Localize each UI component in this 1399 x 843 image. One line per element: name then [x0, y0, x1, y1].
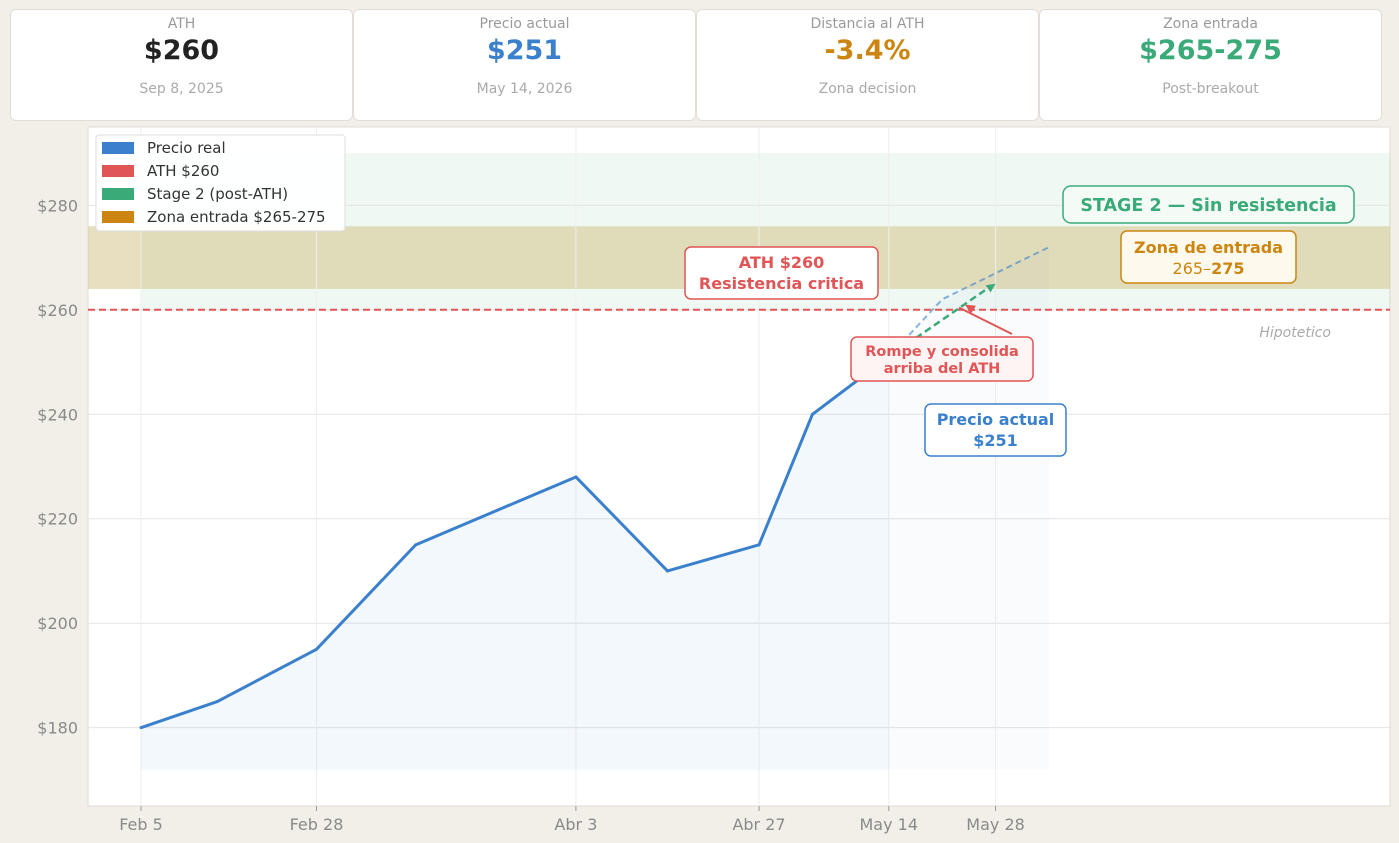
y-tick-label: $200	[37, 614, 78, 633]
entry-zone-sub: Post-breakout	[1162, 81, 1259, 97]
current-price-card: Precio actual $251 May 14, 2026	[353, 9, 696, 121]
current-price-label: Precio actual	[479, 16, 570, 32]
ath-annotation-text: Resistencia critica	[699, 274, 864, 293]
legend-swatch	[102, 165, 134, 177]
ath-annotation-box	[684, 246, 879, 300]
breakout-arrow	[958, 306, 1013, 335]
ath-card-label: ATH	[167, 16, 196, 32]
distance-value: -3.4%	[824, 35, 911, 66]
price-point	[414, 543, 418, 547]
breakout-annotation-box	[850, 336, 1034, 382]
x-tick-label: Abr 27	[732, 815, 785, 834]
x-tick-label: Abr 3	[554, 815, 597, 834]
current-price-annotation-box	[924, 403, 1067, 457]
stage2-annotation-text: STAGE 2 — Sin resistencia	[1080, 196, 1336, 216]
legend-label: Zona entrada $265-275	[147, 208, 326, 226]
price-point	[574, 475, 578, 479]
y-tick-label: $280	[37, 196, 78, 215]
current-price-annotation-text: Precio actual	[937, 410, 1055, 429]
legend-box	[95, 134, 346, 232]
legend-swatch	[102, 188, 134, 200]
legend-label: Precio real	[147, 139, 226, 157]
price-point	[314, 647, 318, 651]
y-tick-label: $260	[37, 301, 78, 320]
ath-card-value: $260	[143, 35, 220, 66]
entry-range-bold: 275	[1211, 259, 1244, 278]
price-point	[757, 543, 761, 547]
ath-card: ATH $260 Sep 8, 2025	[10, 9, 353, 121]
entry-zone-label: Zona entrada	[1163, 16, 1258, 32]
price-point	[215, 700, 219, 704]
distance-card: Distancia al ATH -3.4% Zona decision	[696, 9, 1039, 121]
legend-label: Stage 2 (post-ATH)	[147, 185, 288, 203]
stage2-annotation-box	[1062, 185, 1355, 224]
legend-label: ATH $260	[147, 162, 219, 180]
distance-label: Distancia al ATH	[810, 16, 925, 32]
entry-annotation-box	[1120, 230, 1297, 284]
y-tick-label: $220	[37, 510, 78, 529]
stage2-arrowhead	[985, 283, 996, 293]
current-price-value: $251	[486, 35, 563, 66]
current-price-annotation-text: $251	[973, 431, 1018, 450]
stage2-path	[888, 284, 993, 358]
distance-sub: Zona decision	[818, 81, 917, 97]
entry-annotation-title: Zona de entrada	[1134, 238, 1283, 257]
x-tick-label: Feb 5	[119, 815, 163, 834]
x-tick-label: Feb 28	[290, 815, 344, 834]
summary-cards: ATH $260 Sep 8, 2025 Precio actual $251 …	[10, 9, 1385, 123]
breakout-annotation-text: Rompe y consolida	[865, 344, 1019, 360]
breakout-annotation-text: arriba del ATH	[884, 361, 1001, 377]
entry-zone-card: Zona entrada $265-275 Post-breakout	[1039, 9, 1382, 121]
ath-card-date: Sep 8, 2025	[139, 81, 224, 97]
hypothetical-label: Hipotetico	[1259, 325, 1331, 341]
price-point	[665, 569, 669, 573]
legend-swatch	[102, 142, 134, 154]
price-point	[810, 412, 814, 416]
entry-annotation-range: 265–275	[1173, 259, 1245, 278]
y-tick-label: $180	[37, 719, 78, 738]
entry-zone-value: $265-275	[1139, 35, 1282, 66]
breakout-arrowhead	[965, 304, 976, 314]
x-tick-label: May 14	[859, 815, 918, 834]
legend-swatch	[102, 211, 134, 223]
x-tick-label: May 28	[966, 815, 1025, 834]
current-price-date: May 14, 2026	[476, 81, 573, 97]
price-point	[139, 726, 143, 730]
ath-annotation-text: ATH $260	[739, 253, 825, 272]
entry-range-prefix: 265–	[1173, 259, 1212, 278]
price-area-fill	[141, 356, 889, 770]
y-tick-label: $240	[37, 405, 78, 424]
